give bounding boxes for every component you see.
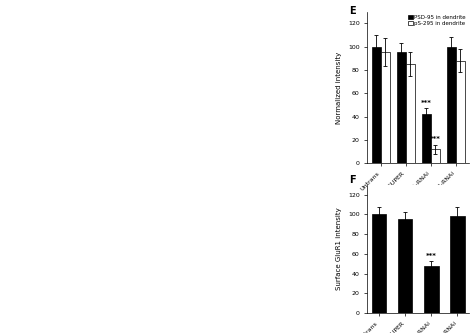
Text: ***: *** [421,100,432,106]
Bar [397,52,406,163]
Bar [422,114,431,163]
Bar [447,47,456,163]
Bar [424,266,438,313]
Bar [431,149,439,163]
Legend: PSD-95 in dendrite, pS-295 in dendrite: PSD-95 in dendrite, pS-295 in dendrite [408,14,466,27]
Text: ***: *** [430,136,441,142]
Text: ***: *** [426,253,437,259]
Bar [406,64,415,163]
Y-axis label: Surface GluR1 intensity: Surface GluR1 intensity [337,207,342,290]
Bar [398,219,412,313]
Bar [381,52,390,163]
Y-axis label: Normalized intensity: Normalized intensity [337,51,342,124]
Bar [372,47,381,163]
Bar [456,61,465,163]
Bar [372,214,386,313]
Text: F: F [349,174,356,184]
Text: E: E [349,6,356,16]
Bar [450,216,465,313]
